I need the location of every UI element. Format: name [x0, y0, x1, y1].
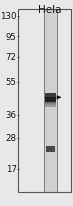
Bar: [45, 100, 56, 101]
FancyBboxPatch shape: [44, 10, 57, 192]
Bar: [45, 93, 56, 102]
Text: 36: 36: [6, 111, 17, 120]
Bar: [46, 146, 55, 152]
Bar: [45, 99, 56, 100]
Bar: [45, 104, 56, 106]
Bar: [45, 103, 56, 105]
Bar: [45, 102, 56, 104]
Text: 95: 95: [6, 33, 17, 42]
Text: 28: 28: [6, 133, 17, 143]
Bar: [45, 97, 56, 99]
Text: 17: 17: [6, 164, 17, 173]
Bar: [45, 105, 56, 107]
Text: Hela: Hela: [38, 5, 62, 15]
Text: 130: 130: [0, 12, 17, 21]
Text: 55: 55: [6, 78, 17, 87]
Text: 72: 72: [6, 53, 17, 62]
Bar: [45, 101, 56, 102]
